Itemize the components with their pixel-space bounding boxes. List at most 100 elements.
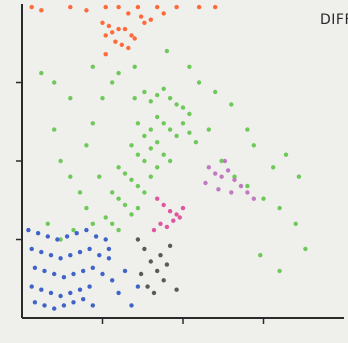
data-point-s2-38 xyxy=(135,205,141,211)
data-point-s1-14 xyxy=(106,23,112,29)
data-point-s1-26 xyxy=(39,8,44,13)
data-point-s3-1 xyxy=(26,227,31,233)
data-point-s2-50 xyxy=(100,96,105,101)
data-point-s3-16 xyxy=(87,246,92,252)
data-point-s2-3 xyxy=(148,99,153,104)
data-point-s2-39 xyxy=(103,215,108,220)
data-point-s1-19 xyxy=(103,52,108,57)
data-point-s2-1 xyxy=(132,96,137,101)
data-point-s3-11 xyxy=(39,249,44,255)
data-point-s2-29 xyxy=(129,177,134,182)
data-point-s2-21 xyxy=(135,152,141,157)
data-point-s2-2 xyxy=(142,89,147,95)
data-point-s3-33 xyxy=(87,284,92,289)
data-point-s3-44 xyxy=(129,303,134,308)
data-point-s2-14 xyxy=(161,121,166,126)
data-point-s2-52 xyxy=(116,70,121,76)
data-point-s2-43 xyxy=(58,158,63,164)
data-point-s2-28 xyxy=(122,171,128,176)
data-point-s1-11 xyxy=(103,33,108,38)
data-point-s5-7 xyxy=(216,187,221,192)
data-point-s2-49 xyxy=(90,121,96,126)
data-point-s6-6 xyxy=(145,284,150,289)
data-point-s2-35 xyxy=(116,196,121,201)
data-point-s5-12 xyxy=(222,158,228,164)
data-point-s2-70 xyxy=(90,64,96,70)
data-point-s1-23 xyxy=(142,20,147,25)
data-point-s2-16 xyxy=(174,133,179,139)
data-point-s3-15 xyxy=(77,249,83,255)
data-point-s3-7 xyxy=(84,227,89,233)
data-point-s5-4 xyxy=(225,168,231,173)
data-point-s3-36 xyxy=(52,306,57,311)
data-point-s3-45 xyxy=(135,284,141,289)
data-point-s2-78 xyxy=(277,268,282,274)
data-point-s5-8 xyxy=(229,190,234,195)
data-point-s2-79 xyxy=(303,246,308,252)
data-point-s2-22 xyxy=(142,158,147,164)
data-point-s3-26 xyxy=(100,271,105,277)
data-point-s2-74 xyxy=(45,221,50,226)
data-point-s3-8 xyxy=(93,234,99,239)
data-point-s1-21 xyxy=(132,36,137,41)
data-point-s2-59 xyxy=(219,158,224,164)
data-point-s3-20 xyxy=(42,268,47,274)
data-point-s3-13 xyxy=(58,256,63,261)
data-point-s2-37 xyxy=(129,212,134,217)
data-point-s6-2 xyxy=(142,246,147,252)
data-point-s3-21 xyxy=(52,271,57,277)
data-point-s2-11 xyxy=(142,133,147,139)
data-point-s2-51 xyxy=(110,80,115,85)
data-point-s2-40 xyxy=(110,221,115,226)
data-point-s2-32 xyxy=(148,174,153,179)
data-point-s3-42 xyxy=(116,290,121,296)
data-point-s6-5 xyxy=(161,278,166,283)
data-point-s6-4 xyxy=(155,268,160,274)
data-point-s1-13 xyxy=(116,26,121,32)
data-point-s3-28 xyxy=(39,287,44,292)
chart-title: DIFF xyxy=(320,12,348,28)
data-point-s2-17 xyxy=(180,121,186,126)
data-point-s5-5 xyxy=(232,177,237,182)
data-point-s2-31 xyxy=(142,190,147,195)
data-point-s1-5 xyxy=(174,4,179,10)
data-point-s4-5 xyxy=(180,205,186,211)
data-point-s6-9 xyxy=(164,262,170,267)
data-point-s3-46 xyxy=(106,246,112,252)
data-point-s6-10 xyxy=(138,271,144,277)
data-points xyxy=(26,4,308,311)
data-point-s2-8 xyxy=(180,105,186,110)
data-point-s2-18 xyxy=(187,130,192,135)
data-point-s2-72 xyxy=(164,48,170,54)
data-point-s2-68 xyxy=(52,80,57,85)
data-point-s2-62 xyxy=(261,196,266,201)
data-point-s3-29 xyxy=(48,290,54,296)
data-point-s2-54 xyxy=(213,89,218,95)
data-point-s2-65 xyxy=(271,165,276,170)
data-point-s5-9 xyxy=(245,190,250,195)
data-point-s3-31 xyxy=(68,290,73,296)
data-point-s1-10 xyxy=(148,17,153,22)
data-point-s2-75 xyxy=(58,237,63,242)
data-point-s2-30 xyxy=(135,183,141,189)
data-point-s2-46 xyxy=(84,205,89,211)
data-point-s2-67 xyxy=(296,174,302,179)
data-point-s2-24 xyxy=(155,140,160,145)
data-point-s1-4 xyxy=(155,4,160,10)
data-point-s5-1 xyxy=(206,165,211,170)
data-point-s1-8 xyxy=(126,11,131,16)
data-point-s3-18 xyxy=(106,256,112,261)
data-point-s2-20 xyxy=(129,143,134,148)
data-point-s3-38 xyxy=(71,300,76,305)
data-point-s1-2 xyxy=(116,4,121,10)
data-point-s2-19 xyxy=(193,140,199,145)
data-point-s1-1 xyxy=(103,4,108,10)
data-point-s2-42 xyxy=(52,127,57,132)
data-point-s3-14 xyxy=(68,253,73,258)
data-point-s4-8 xyxy=(151,227,157,233)
data-point-s3-6 xyxy=(74,231,79,236)
data-point-s3-30 xyxy=(58,293,63,299)
data-point-s6-8 xyxy=(158,253,163,258)
